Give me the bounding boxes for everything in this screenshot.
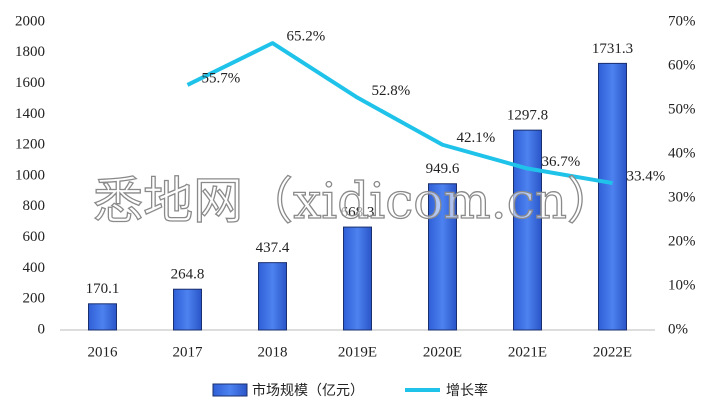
bar <box>88 303 117 331</box>
y2-tick-label: 40% <box>668 145 696 161</box>
value-label: 668.3 <box>341 205 375 221</box>
y2-tick-label: 50% <box>668 101 696 117</box>
y-tick-label: 1200 <box>15 137 45 153</box>
line-value-label: 42.1% <box>457 130 496 146</box>
y-tick-label: 1800 <box>15 44 45 60</box>
bar <box>598 62 627 331</box>
y2-tick-label: 60% <box>668 57 696 73</box>
value-label: 949.6 <box>426 161 460 177</box>
bar <box>343 226 372 331</box>
bar <box>173 288 202 331</box>
value-label: 264.8 <box>171 267 205 283</box>
bar <box>258 262 287 331</box>
y-tick-label: 1600 <box>15 75 45 91</box>
line-value-label: 36.7% <box>542 154 581 170</box>
y-tick-label: 800 <box>23 198 46 214</box>
y2-tick-label: 30% <box>668 189 696 205</box>
x-tick-label: 2017 <box>173 344 204 360</box>
line-value-label: 55.7% <box>202 70 241 86</box>
bar <box>428 183 457 331</box>
x-tick-label: 2022E <box>593 344 632 360</box>
y2-tick-label: 20% <box>668 233 696 249</box>
value-label: 437.4 <box>256 240 290 256</box>
y2-tick-label: 70% <box>668 13 696 29</box>
legend-label: 市场规模（亿元） <box>252 382 364 399</box>
line-value-label: 65.2% <box>287 29 326 45</box>
y-tick-label: 0 <box>38 321 46 337</box>
bar <box>513 129 542 331</box>
value-label: 1297.8 <box>507 108 548 124</box>
x-tick-label: 2021E <box>508 344 547 360</box>
value-label: 1731.3 <box>592 41 633 57</box>
x-tick-label: 2016 <box>88 344 119 360</box>
y-tick-label: 400 <box>23 260 46 276</box>
y-tick-label: 200 <box>23 291 46 307</box>
watermark: 悉地网（xidicom.cn） <box>93 172 617 230</box>
y-tick-label: 2000 <box>15 13 45 29</box>
y2-tick-label: 0% <box>668 321 688 337</box>
y-tick-label: 1400 <box>15 106 45 122</box>
y-tick-label: 600 <box>23 229 46 245</box>
y2-tick-label: 10% <box>668 277 696 293</box>
legend-label: 增长率 <box>446 382 488 399</box>
x-tick-label: 2019E <box>338 344 377 360</box>
y-tick-label: 1000 <box>15 167 45 183</box>
legend-swatch <box>212 383 248 397</box>
x-tick-label: 2018 <box>258 344 288 360</box>
growth-line <box>186 41 613 186</box>
x-tick-label: 2020E <box>423 344 462 360</box>
value-label: 170.1 <box>86 281 120 297</box>
line-value-label: 33.4% <box>627 168 666 184</box>
line-value-label: 52.8% <box>372 83 411 99</box>
